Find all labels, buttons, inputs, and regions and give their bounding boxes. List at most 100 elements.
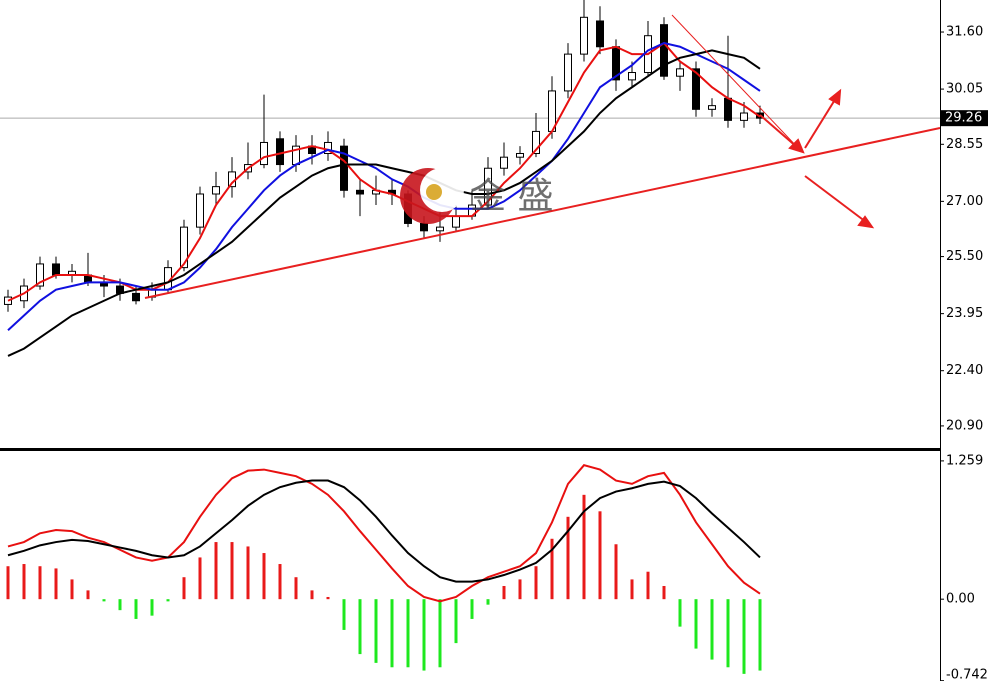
- candle-body: [436, 226, 444, 232]
- y-tick-label: 30.05: [946, 82, 983, 97]
- histogram-bar: [54, 568, 58, 600]
- histogram-bar: [422, 599, 426, 671]
- y-tick-label: 31.60: [946, 25, 983, 40]
- y-tick-label: 28.55: [946, 137, 983, 152]
- histogram-bar: [694, 599, 698, 649]
- watermark: 金 盛: [470, 176, 553, 217]
- candle-body: [564, 53, 572, 92]
- histogram-bar: [118, 599, 122, 611]
- y-tick-label: -0.742: [946, 668, 988, 681]
- arrow: [804, 175, 867, 223]
- logo: 金 盛: [400, 168, 553, 224]
- candle-body: [52, 263, 60, 276]
- line: [7, 49, 761, 357]
- candle-body: [340, 145, 348, 191]
- arrow: [804, 97, 837, 149]
- histogram-bar: [70, 579, 74, 600]
- histogram-bar: [454, 599, 458, 644]
- y-tick-label: 22.40: [946, 363, 983, 378]
- histogram-bar: [326, 596, 330, 600]
- histogram-bar: [598, 511, 602, 600]
- candle-body: [596, 20, 604, 48]
- histogram-bar: [550, 538, 554, 600]
- histogram-bar: [566, 516, 570, 600]
- last-price-label: 29.26: [945, 111, 982, 126]
- arrow-head: [857, 215, 875, 229]
- histogram-bar: [646, 571, 650, 600]
- candle-body: [132, 292, 140, 302]
- candle-body: [276, 138, 284, 166]
- histogram-bar: [662, 585, 666, 600]
- y-tick-label: 23.95: [946, 306, 983, 321]
- last-price-box: [941, 110, 988, 127]
- histogram-bar: [470, 599, 474, 619]
- histogram-bar: [134, 599, 138, 619]
- y-axis: 31.60 30.05 28.55 27.00 25.50 23.95 22.40 20.90…: [940, 25, 988, 681]
- candle-body: [676, 68, 684, 77]
- line: [7, 479, 761, 583]
- histogram-bar: [262, 553, 266, 600]
- trend-line: [144, 127, 941, 299]
- candle-body: [580, 16, 588, 55]
- candle-body: [740, 112, 748, 121]
- y-tick-label: 1.259: [946, 453, 983, 468]
- candle-body: [532, 130, 540, 155]
- histogram-bar: [726, 599, 730, 668]
- histogram-bar: [310, 590, 314, 600]
- channel-line: [671, 14, 801, 151]
- histogram-bar: [38, 566, 42, 600]
- logo-crescent: [420, 168, 464, 212]
- annotations: [144, 14, 941, 299]
- candle-body: [692, 68, 700, 110]
- candle-body: [724, 97, 732, 121]
- histogram-bar: [230, 542, 234, 600]
- y-tick-label: 20.90: [946, 418, 983, 433]
- histogram-bar: [518, 579, 522, 600]
- histogram-bar: [294, 577, 298, 600]
- histogram-bar: [22, 564, 26, 600]
- candle-body: [628, 72, 636, 81]
- candle-body: [212, 186, 220, 195]
- histogram-bar: [182, 577, 186, 600]
- histogram-bar: [614, 544, 618, 600]
- candle-body: [260, 141, 268, 166]
- candle-body: [324, 141, 332, 155]
- histogram-bar: [710, 599, 714, 660]
- histogram-bar: [6, 566, 10, 600]
- candle-body: [516, 153, 524, 158]
- plot-area: [0, 0, 940, 674]
- histogram-bar: [214, 542, 218, 600]
- histogram-bar: [438, 599, 442, 668]
- histogram-bar: [150, 599, 154, 616]
- histogram-bar: [758, 599, 762, 671]
- y-tick-label: 27.00: [946, 194, 983, 209]
- line: [7, 42, 761, 331]
- arrow-head: [788, 138, 805, 154]
- candle-body: [36, 263, 44, 287]
- candle-body: [660, 24, 668, 77]
- histogram-bar: [374, 599, 378, 663]
- line: [7, 464, 761, 603]
- histogram-bar: [486, 599, 490, 605]
- histogram-bar: [630, 579, 634, 600]
- candle-body: [180, 226, 188, 269]
- candle-body: [356, 189, 364, 195]
- candle-body: [708, 105, 716, 110]
- histogram-bar: [406, 599, 410, 668]
- candle-body: [484, 167, 492, 206]
- histogram-bar: [86, 590, 90, 600]
- y-tick-label: 0.00: [946, 592, 975, 607]
- logo-dot: [426, 184, 442, 200]
- arrow: [759, 114, 799, 149]
- histogram-bar: [678, 599, 682, 627]
- histogram-bar: [102, 599, 106, 602]
- histogram-bar: [358, 599, 362, 655]
- candle-body: [500, 156, 508, 169]
- histogram-bar: [534, 566, 538, 600]
- histogram-bar: [742, 599, 746, 674]
- candle-body: [452, 215, 460, 228]
- histogram-bar: [390, 599, 394, 668]
- y-tick-label: 25.50: [946, 249, 983, 264]
